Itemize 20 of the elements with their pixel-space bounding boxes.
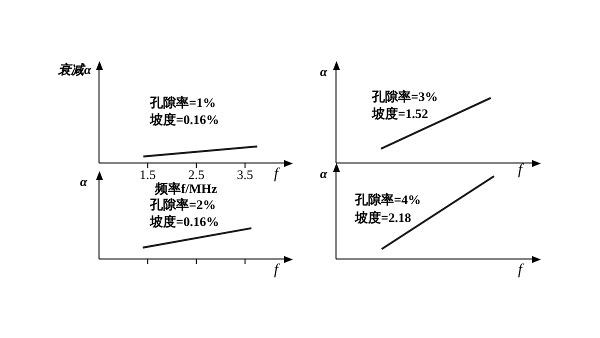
annotation: 孔隙率=3% <box>372 89 438 105</box>
x-axis-title: f <box>274 262 278 278</box>
annotation: 坡度=0.16% <box>150 214 220 230</box>
y-axis-title: α <box>320 64 328 80</box>
x-tick-label: 2.5 <box>188 167 204 182</box>
y-axis-title: 衰减α <box>58 62 92 78</box>
annotation: 坡度=2.18 <box>355 210 412 226</box>
text: 频率f/MHz <box>155 181 218 197</box>
x-axis-title: f <box>518 262 522 278</box>
x-axis-title: f <box>518 162 522 178</box>
x-tick-label: 1.5 <box>140 167 156 182</box>
text: 孔隙率=1% <box>150 95 216 111</box>
x-axis-title: f <box>274 166 278 182</box>
y-axis-title: α <box>80 174 88 190</box>
y-axis-title: α <box>320 166 328 182</box>
text: 坡度=0.16% <box>150 112 220 128</box>
x-tick-label: 3.5 <box>236 167 254 182</box>
text: 孔隙率=2% <box>150 197 216 213</box>
annotation: 坡度=1.52 <box>372 106 428 122</box>
annotation: 孔隙率=4% <box>355 192 421 208</box>
